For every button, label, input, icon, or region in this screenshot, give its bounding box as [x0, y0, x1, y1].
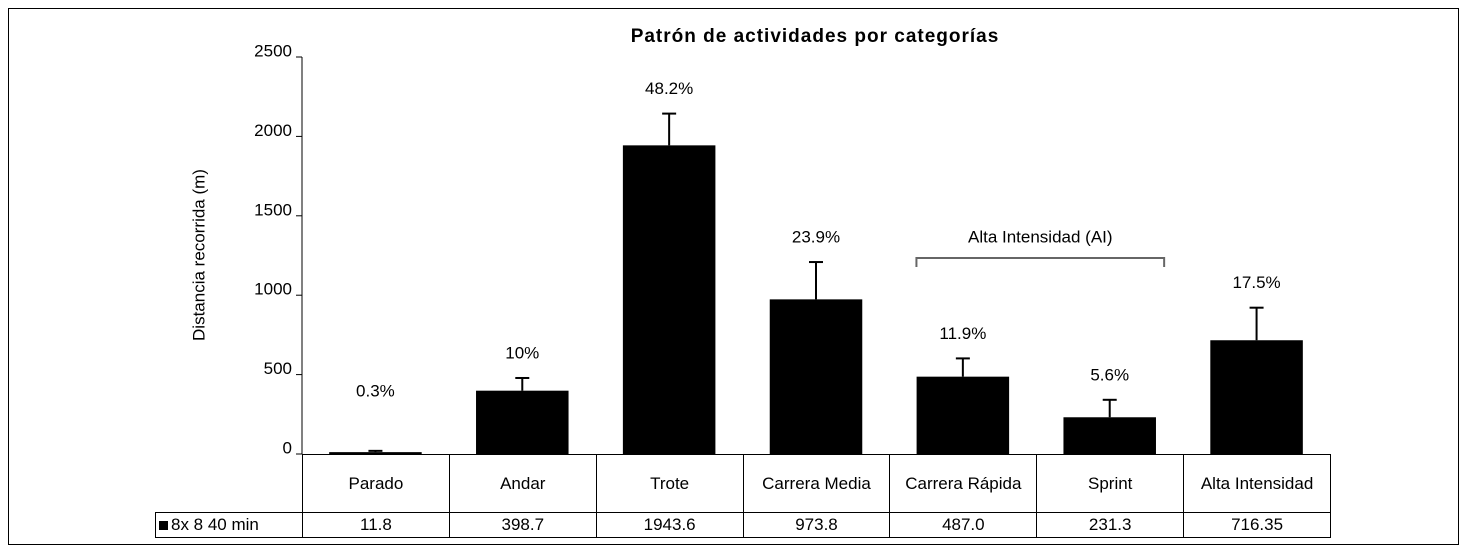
bar	[1063, 417, 1156, 454]
annotation: Alta Intensidad (AI)	[968, 227, 1113, 246]
value-cell: 231.3	[1036, 512, 1185, 538]
bar	[329, 452, 422, 454]
value-cell: 973.8	[742, 512, 891, 538]
bar	[1210, 340, 1303, 454]
category-cell: Parado	[302, 454, 450, 513]
y-tick-label: 2500	[254, 41, 292, 60]
category-cell: Andar	[448, 454, 597, 513]
chart-frame	[8, 8, 1459, 545]
value-cell: 487.0	[889, 512, 1038, 538]
data-label: 11.9%	[939, 324, 986, 343]
legend-label: 8x 8 40 min	[171, 515, 259, 534]
annotation-bracket	[915, 257, 1166, 267]
data-label: 5.6%	[1090, 365, 1129, 384]
legend-swatch	[159, 520, 168, 530]
data-label: 23.9%	[792, 228, 840, 247]
category-cell: Carrera Media	[742, 454, 891, 513]
y-axis-label: Distancia recorrida (m)	[189, 169, 208, 341]
value-cell: 1943.6	[595, 512, 744, 538]
data-label: 10%	[505, 343, 539, 362]
chart-title: Patrón de actividades por categorías	[631, 26, 1000, 47]
category-cell: Alta Intensidad	[1183, 454, 1331, 513]
value-cell: 716.35	[1183, 512, 1331, 538]
y-tick-label: 1500	[254, 200, 292, 219]
bar	[916, 376, 1010, 454]
bar	[622, 145, 716, 454]
series-cell: 8x 8 40 min	[155, 512, 303, 538]
bar	[476, 390, 569, 454]
value-cell: 11.8	[302, 512, 450, 538]
y-tick-label: 500	[264, 359, 292, 378]
bar	[769, 299, 863, 454]
category-cell: Carrera Rápida	[889, 454, 1038, 513]
y-tick-label: 1000	[254, 280, 292, 299]
data-label: 0.3%	[356, 381, 395, 400]
data-label: 17.5%	[1232, 273, 1280, 292]
y-tick-label: 0	[283, 438, 292, 457]
category-cell: Sprint	[1036, 454, 1185, 513]
y-tick-label: 2000	[254, 121, 292, 140]
category-cell: Trote	[595, 454, 744, 513]
value-cell: 398.7	[448, 512, 597, 538]
data-label: 48.2%	[645, 79, 693, 98]
